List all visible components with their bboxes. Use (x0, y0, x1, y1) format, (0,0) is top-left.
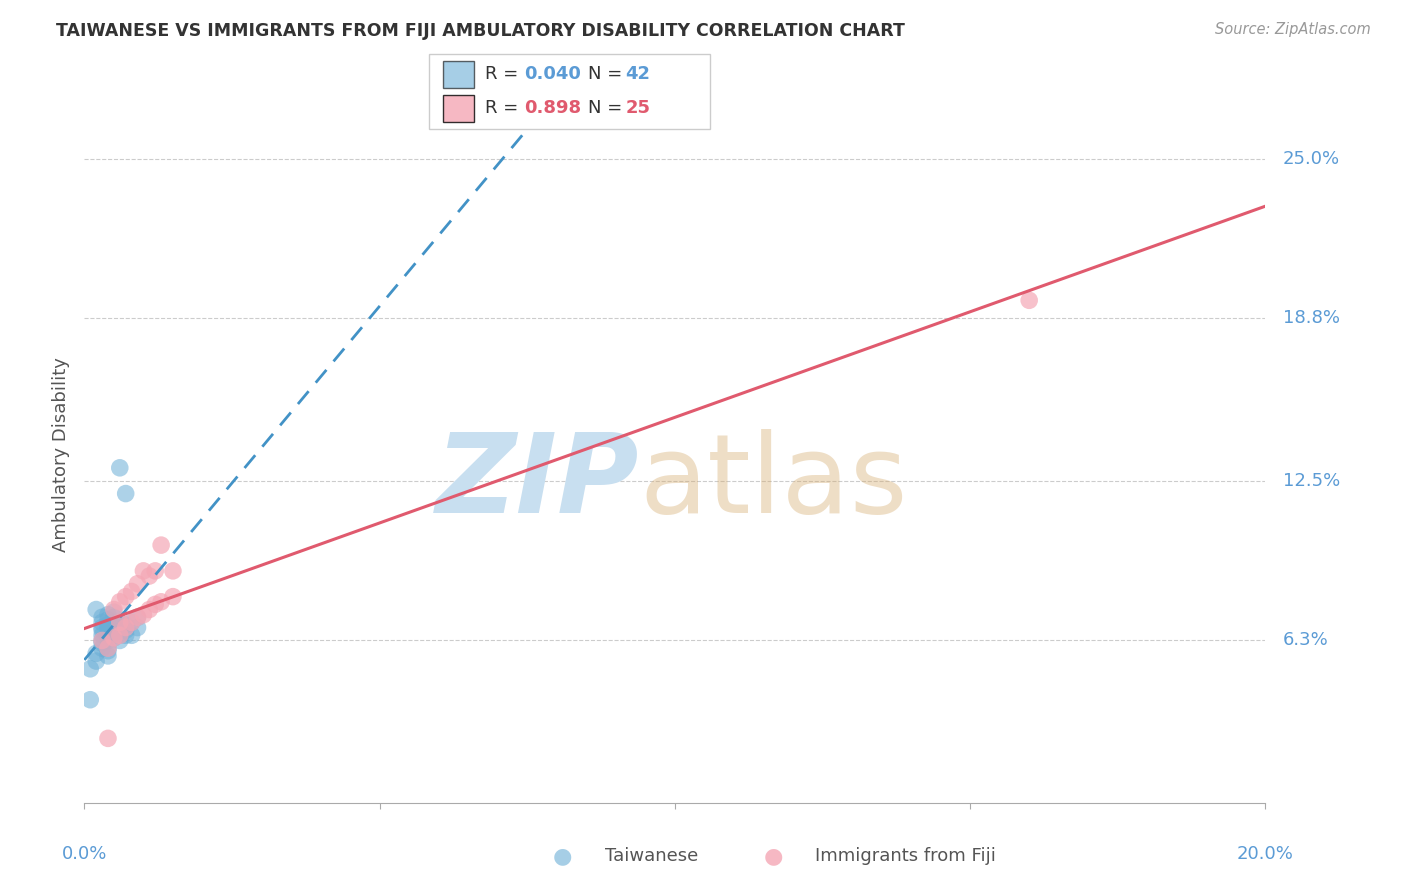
Point (121, 615, 143, 630)
Text: ZIP: ZIP (436, 429, 640, 536)
Point (97, 641, 120, 656)
Text: 0.898: 0.898 (524, 99, 582, 118)
Point (138, 569, 160, 583)
Point (114, 486, 136, 500)
Point (103, 610, 125, 624)
Text: 18.8%: 18.8% (1284, 310, 1340, 327)
Point (97, 613, 120, 627)
Text: atlas: atlas (640, 429, 908, 536)
Text: Immigrants from Fiji: Immigrants from Fiji (815, 847, 997, 865)
Point (127, 576, 149, 591)
Point (103, 631, 125, 645)
Point (114, 618, 136, 632)
Point (114, 621, 136, 635)
Point (121, 628, 143, 642)
Text: R =: R = (485, 99, 524, 118)
Point (108, 615, 131, 630)
Point (108, 628, 131, 642)
Point (91, 633, 114, 648)
Point (103, 625, 125, 640)
Point (108, 615, 131, 630)
Point (84, 602, 107, 616)
Text: 42: 42 (626, 65, 651, 83)
Point (114, 590, 136, 604)
Point (108, 595, 131, 609)
Text: Taiwanese: Taiwanese (605, 847, 697, 865)
Point (97, 641, 120, 656)
Point (108, 633, 131, 648)
Text: 20.0%: 20.0% (1237, 846, 1294, 863)
Point (127, 621, 149, 635)
Point (138, 602, 160, 616)
Point (79, 692, 101, 706)
Point (103, 625, 125, 640)
Point (121, 584, 143, 599)
Point (97, 618, 120, 632)
Point (143, 598, 166, 612)
Point (97, 621, 120, 635)
Point (91, 610, 114, 624)
Point (162, 564, 184, 578)
Point (91, 615, 114, 630)
Point (1018, 293, 1040, 308)
Point (143, 564, 166, 578)
Point (114, 628, 136, 642)
Point (150, 538, 173, 552)
Point (103, 605, 125, 619)
Point (108, 460, 131, 475)
Text: 25.0%: 25.0% (1284, 150, 1340, 168)
Point (97, 648, 120, 663)
Text: 12.5%: 12.5% (1284, 472, 1340, 490)
Point (97, 628, 120, 642)
Point (162, 590, 184, 604)
Text: ●: ● (553, 847, 572, 866)
Point (84, 646, 107, 660)
Point (103, 615, 125, 630)
Point (114, 623, 136, 637)
Point (97, 633, 120, 648)
Point (97, 644, 120, 658)
Point (97, 731, 120, 746)
Point (132, 607, 155, 622)
Point (127, 610, 149, 624)
Point (91, 623, 114, 637)
Y-axis label: Ambulatory Disability: Ambulatory Disability (52, 358, 70, 552)
Point (103, 602, 125, 616)
Point (91, 636, 114, 650)
Point (79, 662, 101, 676)
Point (132, 564, 155, 578)
Text: TAIWANESE VS IMMIGRANTS FROM FIJI AMBULATORY DISABILITY CORRELATION CHART: TAIWANESE VS IMMIGRANTS FROM FIJI AMBULA… (56, 22, 905, 40)
Text: Source: ZipAtlas.com: Source: ZipAtlas.com (1215, 22, 1371, 37)
Point (91, 628, 114, 642)
Text: ●: ● (763, 847, 783, 866)
Point (103, 631, 125, 645)
Text: 0.0%: 0.0% (62, 846, 107, 863)
Text: N =: N = (588, 65, 627, 83)
Point (108, 628, 131, 642)
Point (84, 654, 107, 668)
Point (108, 621, 131, 635)
Text: 25: 25 (626, 99, 651, 118)
Point (97, 607, 120, 622)
Point (91, 641, 114, 656)
Point (103, 621, 125, 635)
Point (127, 610, 149, 624)
Text: 6.3%: 6.3% (1284, 632, 1329, 649)
Point (91, 621, 114, 635)
Point (121, 615, 143, 630)
Text: 0.040: 0.040 (524, 65, 581, 83)
Text: R =: R = (485, 65, 524, 83)
Text: N =: N = (588, 99, 627, 118)
Point (150, 595, 173, 609)
Point (91, 633, 114, 648)
